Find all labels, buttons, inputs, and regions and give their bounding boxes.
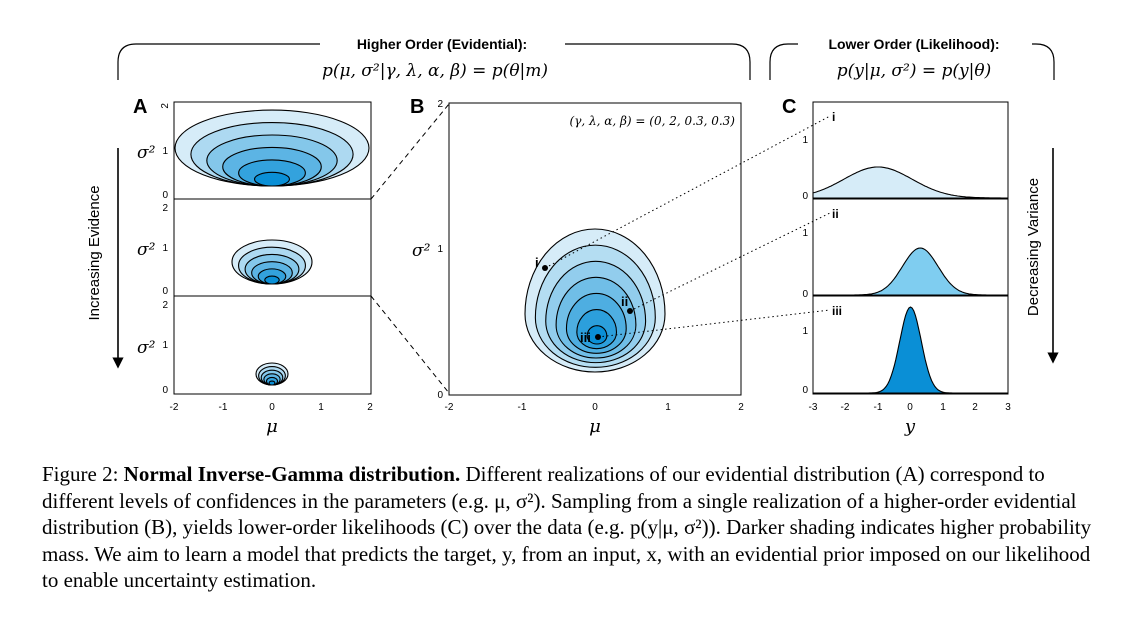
mu-label: μ [589,416,601,437]
tick-label: -2 [841,402,850,413]
tick-label: -2 [170,402,179,413]
likelihood-label-iii: iii [832,304,842,318]
sigma2-label: σ² [137,240,156,260]
tick-label: 2 [162,203,168,214]
sigma2-label: σ² [137,338,156,358]
panel-b-contours [524,228,666,373]
figure-caption: Figure 2: Normal Inverse-Gamma distribut… [42,461,1107,594]
tick-label: 0 [802,289,808,300]
tick-label: 2 [738,402,744,413]
lower-order-formula: p(y|μ, σ²) = p(y|θ) [837,61,992,81]
lower-order-title: Lower Order (Likelihood): [828,36,999,52]
sample-label-i: i [535,255,539,270]
decreasing-variance-label: Decreasing Variance [1025,148,1059,364]
mu-label: μ [266,416,278,437]
tick-label: 0 [269,402,275,413]
panel-b-y-ticks: 2 1 0 [437,99,443,401]
sigma2-label: σ² [137,143,156,163]
svg-text:Decreasing Variance: Decreasing Variance [1025,178,1042,316]
tick-label: 1 [162,243,168,254]
panel-b: (γ, λ, α, β) = (0, 2, 0.3, 0.3) 2 1 0 σ²… [412,99,744,437]
y-label: y [904,416,916,437]
tick-label: 0 [907,402,913,413]
lower-order-header: Lower Order (Likelihood): p(y|μ, σ²) = p… [769,36,1055,81]
likelihood-curve [813,306,1008,394]
tick-label: 1 [162,146,168,157]
tick-label: 0 [162,286,168,297]
tick-label: 0 [592,402,598,413]
tick-label: 1 [802,228,808,239]
likelihood-curve [812,166,1008,199]
panel-c-curves [812,166,1008,394]
tick-label: 1 [940,402,946,413]
panel-c: i ii iii 1 0 1 0 1 0 -3 -2 -1 0 1 2 3 y [802,101,1012,437]
zoom-line [370,295,450,394]
caption-title: Normal Inverse-Gamma distribution. [123,462,461,486]
tick-label: 1 [437,244,443,255]
tick-label: 1 [802,326,808,337]
svg-text:Increasing Evidence: Increasing Evidence [86,185,103,320]
connector-line-ii [629,212,831,312]
tick-label: -1 [518,402,527,413]
panel-b-x-ticks: -2 -1 0 1 2 [445,402,745,413]
tick-label: 0 [802,191,808,202]
contour [264,275,280,285]
panel-letter-a: A [133,96,147,118]
panel-a: 2 1 0 2 1 0 2 1 0 σ² σ² σ² -2 -1 0 1 2 μ [137,101,374,437]
tick-label: 3 [1005,402,1011,413]
connector-line-iii [597,309,831,338]
panel-letter-c: C [782,96,796,118]
tick-label: -1 [874,402,883,413]
tick-label: 0 [802,385,808,396]
caption-body: Different realizations of our evidential… [42,462,1092,592]
tick-label: 0 [162,385,168,396]
figure-2: Higher Order (Evidential): p(μ, σ²|γ, λ,… [86,36,1059,437]
param-text: (γ, λ, α, β) = (0, 2, 0.3, 0.3) [570,114,736,128]
sample-label-ii: ii [621,294,628,309]
panel-c-y-ticks: 1 0 1 0 1 0 [802,135,808,396]
panel-a-x-ticks: -2 -1 0 1 2 [170,402,374,413]
higher-order-header: Higher Order (Evidential): p(μ, σ²|γ, λ,… [117,36,751,81]
tick-label: 1 [318,402,324,413]
likelihood-curve [813,247,1008,296]
sigma2-label: σ² [412,241,431,261]
panel-a-y-ticks: 2 1 0 2 1 0 2 1 0 [160,103,171,396]
tick-label: 1 [162,340,168,351]
tick-label: 2 [437,99,443,110]
likelihood-label-ii: ii [832,207,839,221]
higher-order-bracket [117,43,751,80]
panel-a-contours [174,109,370,386]
lower-order-bracket [769,43,1055,80]
sample-label-iii: iii [580,330,591,345]
likelihood-label-i: i [832,110,835,124]
tick-label: -2 [445,402,454,413]
tick-label: 2 [160,103,171,109]
higher-order-formula: p(μ, σ²|γ, λ, α, β) = p(θ|m) [322,61,548,81]
tick-label: 0 [162,190,168,201]
panel-c-x-ticks: -3 -2 -1 0 1 2 3 [809,402,1012,413]
contour [268,380,276,386]
panel-a-sigma-labels: σ² σ² σ² [137,143,156,358]
tick-label: 1 [802,135,808,146]
panel-c-sample-labels: i ii iii [832,110,842,318]
tick-label: 1 [665,402,671,413]
higher-order-title: Higher Order (Evidential): [357,36,527,52]
contour [253,171,291,187]
zoom-line [370,103,450,200]
connector-line-i [544,115,831,269]
tick-label: 2 [162,300,168,311]
panel-letter-b: B [410,96,424,118]
tick-label: -1 [219,402,228,413]
tick-label: -3 [809,402,818,413]
tick-label: 0 [437,390,443,401]
caption-label: Figure 2: [42,462,119,486]
tick-label: 2 [972,402,978,413]
increasing-evidence-label: Increasing Evidence [86,148,124,369]
tick-label: 2 [367,402,373,413]
